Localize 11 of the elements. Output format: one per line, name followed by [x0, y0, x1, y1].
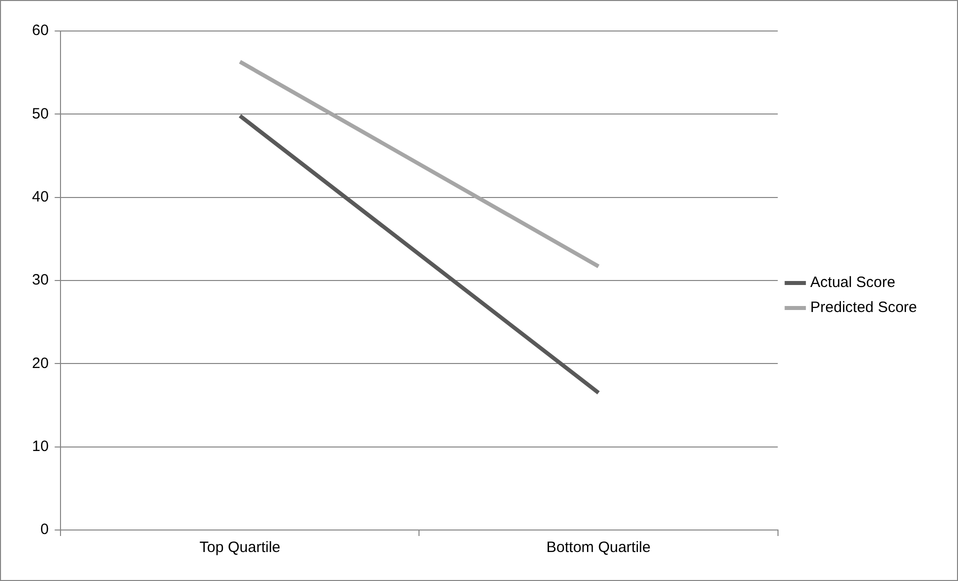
- y-tick-label: 20: [32, 354, 49, 372]
- legend-label: Actual Score: [810, 274, 896, 292]
- y-tick-label: 50: [32, 105, 49, 122]
- y-tick-label: 10: [32, 438, 49, 455]
- x-tick-label: Bottom Quartile: [546, 539, 651, 556]
- y-tick-label: 30: [32, 272, 49, 289]
- legend-label: Predicted Score: [810, 299, 918, 316]
- y-tick-label: 0: [40, 521, 49, 538]
- y-tick-label: 60: [32, 22, 49, 40]
- x-tick-label: Top Quartile: [200, 539, 280, 556]
- y-tick-label: 40: [32, 188, 49, 206]
